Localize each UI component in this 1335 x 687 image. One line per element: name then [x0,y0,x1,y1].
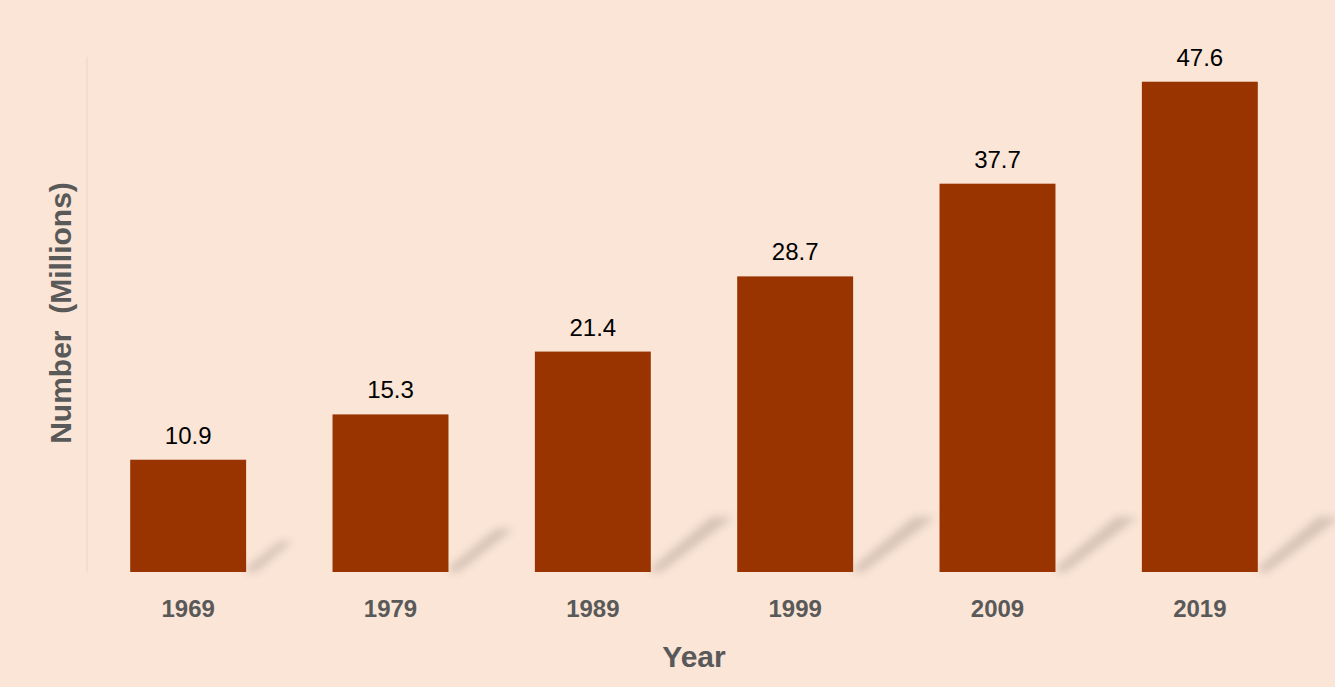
x-tick-label: 1969 [161,595,214,622]
bars [130,82,1258,572]
x-tick-label: 1979 [364,595,417,622]
page: {"chart_data": {"type": "bar", "categori… [0,0,1335,687]
data-label: 47.6 [1176,44,1223,71]
data-labels: 10.9 15.3 21.4 28.7 37.7 47.6 [165,44,1223,449]
bar [1142,82,1258,572]
y-axis-title: Number (Millions) [44,182,77,444]
background [0,0,1335,687]
bar [130,460,246,572]
bar-shadow [651,517,734,572]
bar-shadow [448,529,513,572]
chart-svg: 10.9 15.3 21.4 28.7 37.7 47.6 1969 1979 1989 1999… [0,0,1335,687]
x-axis-title: Year [662,640,726,673]
data-label: 28.7 [772,238,819,265]
data-label: 10.9 [165,422,212,449]
x-tick-labels: 1969 1979 1989 1999 2009 2019 [161,595,1226,622]
bar-shadow [1055,517,1138,572]
bar [333,414,449,572]
data-label: 15.3 [367,376,414,403]
data-label: 37.7 [974,146,1021,173]
bar [535,352,651,572]
x-tick-label: 1999 [768,595,821,622]
bar-shadow [1258,517,1335,572]
bar-shadow [246,541,292,572]
x-tick-label: 2019 [1173,595,1226,622]
chart-container: 10.9 15.3 21.4 28.7 37.7 47.6 1969 1979 1989 1999… [0,0,1335,687]
bar [737,276,853,572]
x-tick-label: 2009 [971,595,1024,622]
x-tick-label: 1989 [566,595,619,622]
y-axis-line [87,57,88,572]
bar [940,184,1056,572]
bar-shadow [853,517,936,572]
data-label: 21.4 [569,314,616,341]
